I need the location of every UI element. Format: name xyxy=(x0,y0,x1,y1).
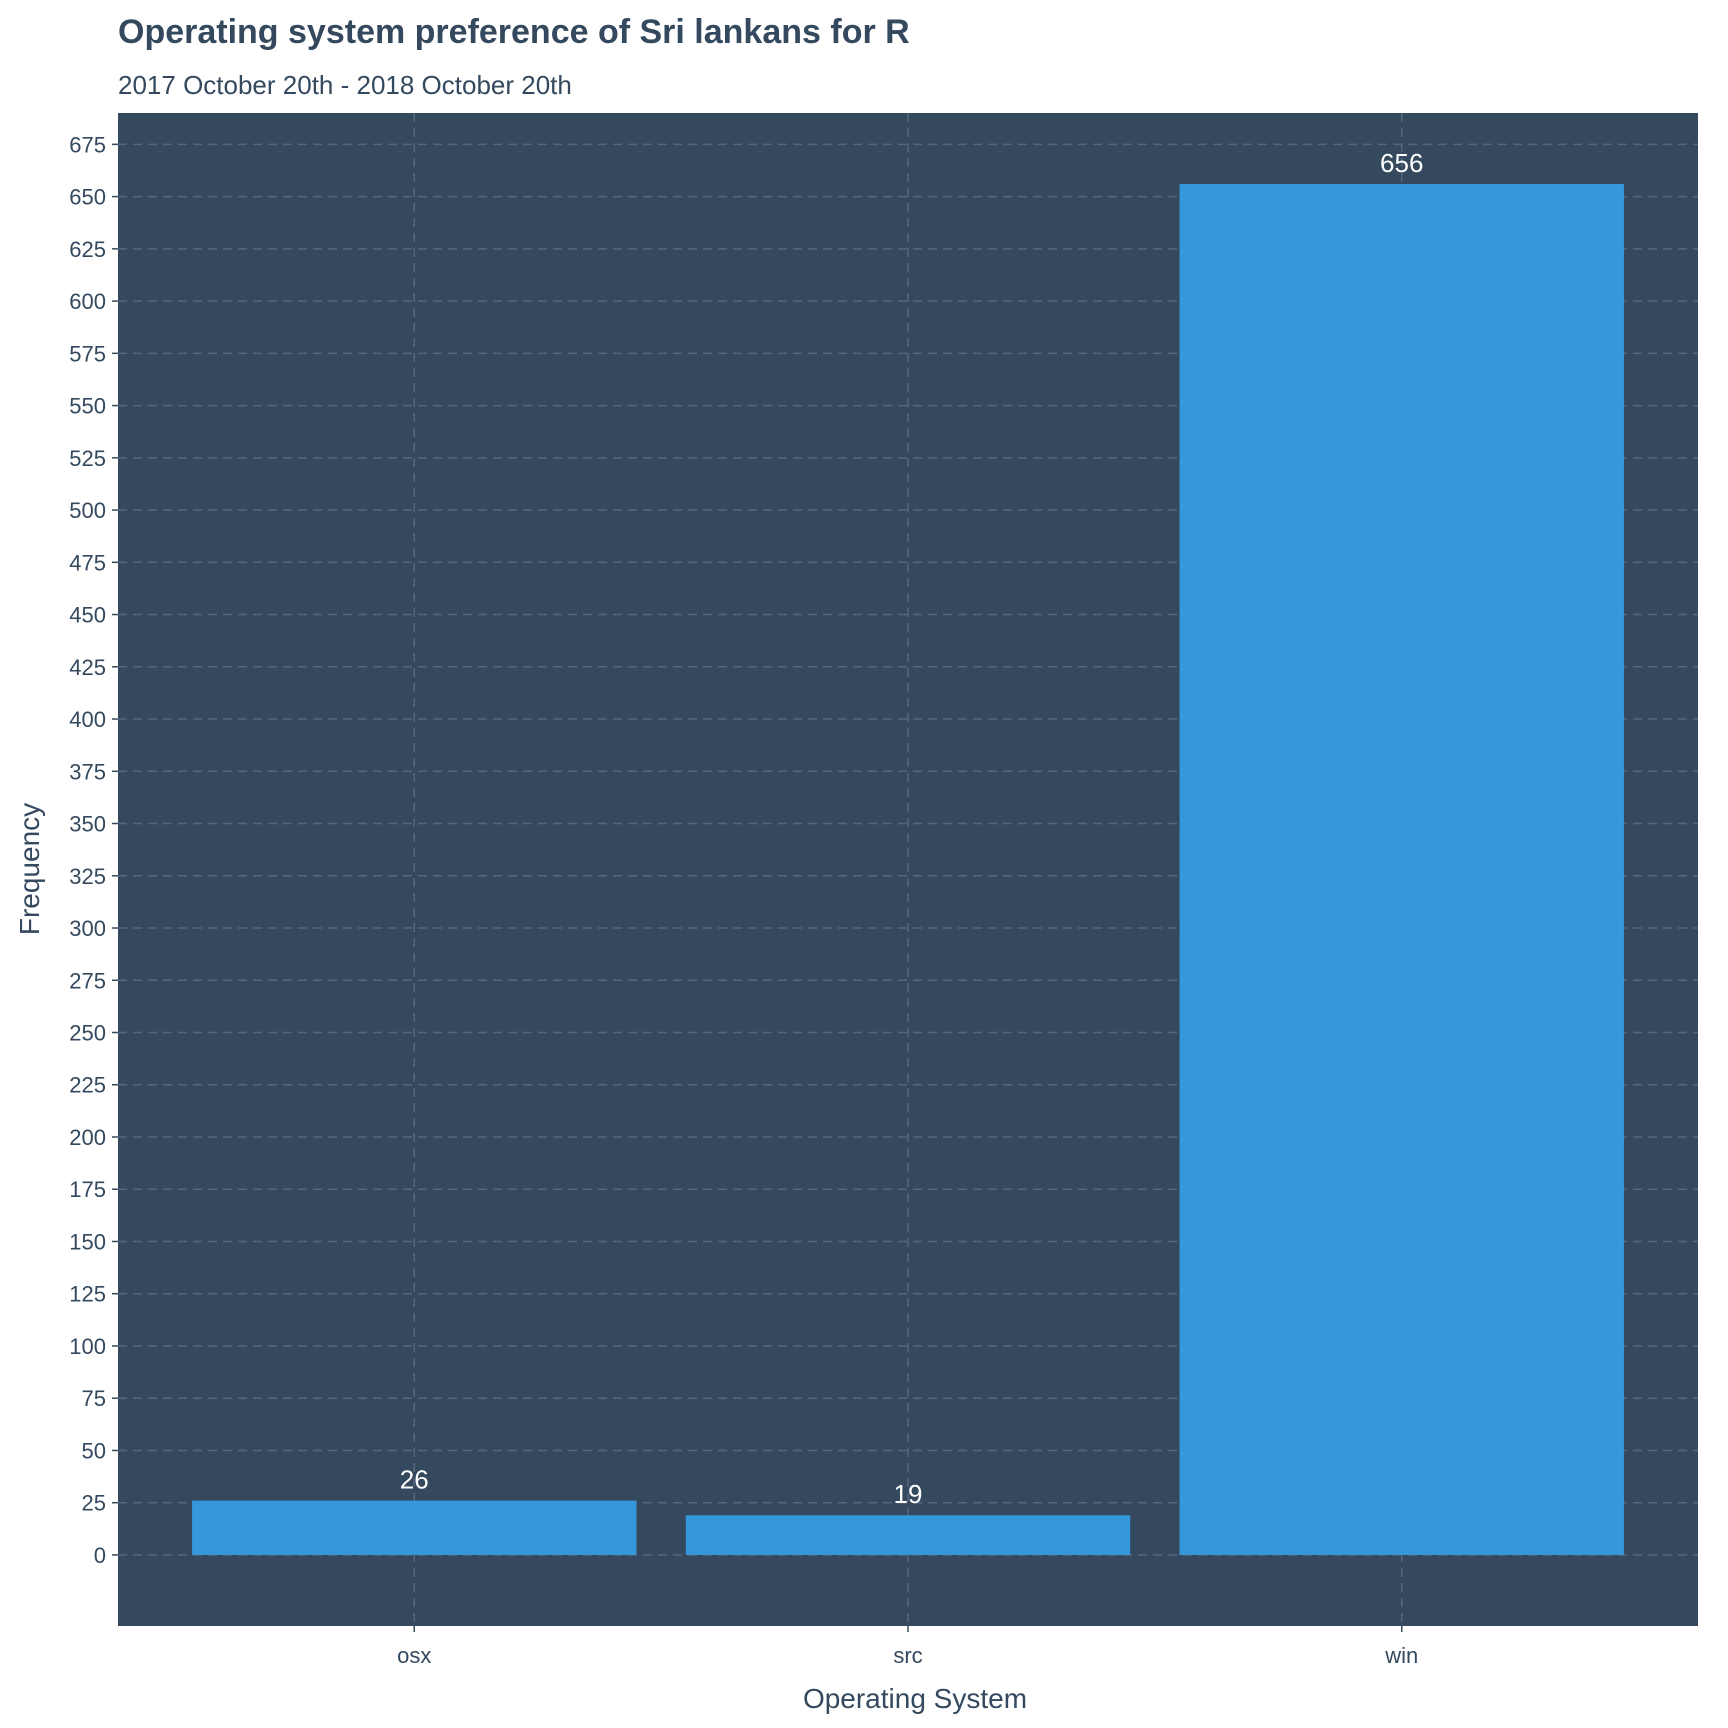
bar-osx xyxy=(192,1500,637,1555)
y-tick-label: 650 xyxy=(69,185,106,210)
x-tick-label-win: win xyxy=(1384,1643,1418,1668)
x-tick-label-src: src xyxy=(893,1643,922,1668)
y-tick-label: 550 xyxy=(69,394,106,419)
bar-src xyxy=(685,1515,1131,1555)
y-tick-label: 225 xyxy=(69,1073,106,1098)
y-tick-label: 250 xyxy=(69,1021,106,1046)
y-tick-label: 25 xyxy=(82,1491,106,1516)
y-tick-label: 75 xyxy=(82,1386,106,1411)
y-axis-ticks: 0 25 50 75 100 125 150 175 200 225 250 275 300 325 350… xyxy=(69,132,118,1568)
bars xyxy=(192,184,1624,1555)
chart-subtitle: 2017 October 20th - 2018 October 20th xyxy=(118,70,572,100)
y-tick-label: 500 xyxy=(69,498,106,523)
bar-win xyxy=(1179,184,1624,1555)
y-tick-label: 600 xyxy=(69,289,106,314)
y-tick-label: 575 xyxy=(69,341,106,366)
bar-value-label-win: 656 xyxy=(1380,148,1423,178)
y-tick-label: 125 xyxy=(69,1282,106,1307)
y-axis-title: Frequency xyxy=(14,803,45,935)
y-tick-label: 625 xyxy=(69,237,106,262)
y-tick-label: 675 xyxy=(69,132,106,157)
x-axis-ticks: osx src win xyxy=(397,1626,1418,1668)
y-tick-label: 400 xyxy=(69,707,106,732)
y-tick-label: 350 xyxy=(69,812,106,837)
y-tick-label: 450 xyxy=(69,603,106,628)
y-tick-label: 0 xyxy=(94,1543,106,1568)
y-tick-label: 325 xyxy=(69,864,106,889)
y-tick-label: 50 xyxy=(82,1438,106,1463)
chart-title: Operating system preference of Sri lanka… xyxy=(118,13,910,51)
y-tick-label: 200 xyxy=(69,1125,106,1150)
y-tick-label: 300 xyxy=(69,916,106,941)
x-tick-label-osx: osx xyxy=(397,1643,431,1668)
y-tick-label: 150 xyxy=(69,1229,106,1254)
y-tick-label: 175 xyxy=(69,1177,106,1202)
y-tick-label: 100 xyxy=(69,1334,106,1359)
y-tick-label: 275 xyxy=(69,968,106,993)
y-tick-label: 425 xyxy=(69,655,106,680)
bar-value-label-src: 19 xyxy=(894,1479,923,1509)
y-tick-label: 525 xyxy=(69,446,106,471)
y-tick-label: 475 xyxy=(69,550,106,575)
bar-value-label-osx: 26 xyxy=(400,1465,429,1495)
x-axis-title: Operating System xyxy=(803,1683,1027,1714)
y-tick-label: 375 xyxy=(69,759,106,784)
bar-value-labels: 26 19 656 xyxy=(400,148,1424,1509)
